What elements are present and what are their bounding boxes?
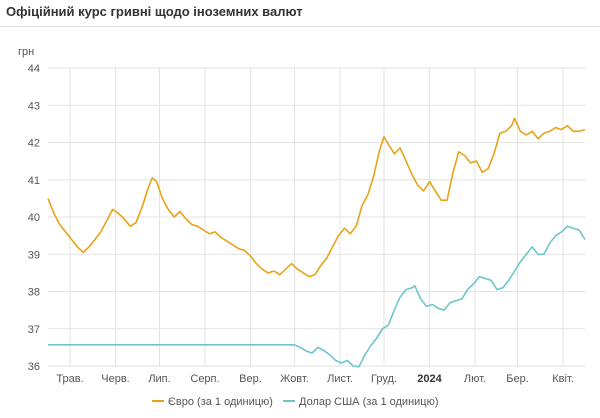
legend-label-usd: Долар США (за 1 одиницю) (299, 396, 439, 408)
y-tick-label-43: 43 (28, 100, 40, 112)
x-tick-label-7: Груд. (371, 373, 397, 385)
x-tick-label-2: Лип. (148, 373, 170, 385)
x-tick-label-0: Трав. (56, 373, 83, 385)
x-tick-label-4: Вер. (239, 373, 262, 385)
y-tick-label-44: 44 (28, 63, 40, 75)
x-tick-label-1: Черв. (101, 373, 129, 385)
y-tick-label-36: 36 (28, 361, 40, 373)
series-line-euro (47, 117, 586, 278)
y-tick-label-39: 39 (28, 249, 40, 261)
y-tick-label-40: 40 (28, 212, 40, 224)
x-tick-label-11: Квіт. (552, 373, 574, 385)
x-tick-label-9: Лют. (464, 373, 486, 385)
x-tick-label-5: Жовт. (280, 373, 309, 385)
y-axis-label: грн (18, 46, 34, 58)
series-line-usd (48, 225, 586, 368)
x-tick-label-8: 2024 (417, 373, 442, 385)
title-divider (0, 26, 600, 27)
x-tick-label-3: Серп. (190, 373, 219, 385)
y-tick-label-41: 41 (28, 175, 40, 187)
x-tick-label-10: Бер. (506, 373, 529, 385)
y-tick-label-37: 37 (28, 324, 40, 336)
chart-title: Офіційний курс гривні щодо іноземних вал… (6, 4, 303, 19)
legend-label-euro: Євро (за 1 одиницю) (168, 396, 273, 408)
y-tick-label-42: 42 (28, 138, 40, 150)
y-tick-label-38: 38 (28, 287, 40, 299)
x-tick-label-6: Лист. (327, 373, 353, 385)
